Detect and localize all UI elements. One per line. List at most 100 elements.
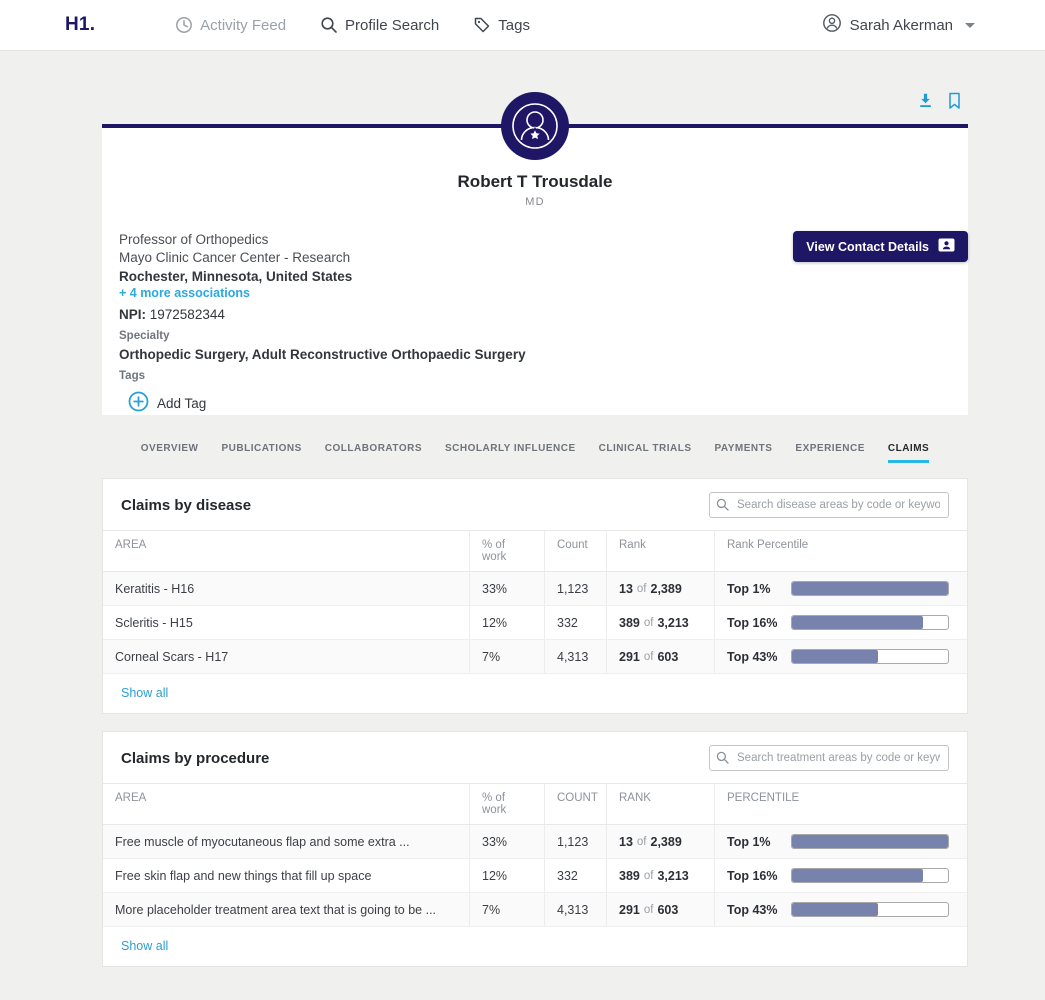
table-header: AREA % of work Count Rank Rank Percentil… xyxy=(103,530,967,572)
table-body: Free muscle of myocutaneous flap and som… xyxy=(103,825,967,927)
npi-value: 1972582344 xyxy=(149,307,225,323)
more-associations-link[interactable]: + 4 more associations xyxy=(119,286,250,301)
cell-count: 1,123 xyxy=(544,825,606,858)
col-percentile: Rank Percentile xyxy=(714,531,967,571)
top-nav: H1. Activity Feed Profile Search Tags Sa… xyxy=(0,0,1045,51)
tab-experience[interactable]: EXPERIENCE xyxy=(795,443,865,454)
col-count: COUNT xyxy=(544,784,606,824)
h1-logo[interactable]: H1. xyxy=(65,14,96,35)
table-row: Scleritis - H15 12% 332 389 of 3,213 Top 1… xyxy=(103,606,967,640)
profile-credentials: MD xyxy=(525,196,545,208)
percentile-bar xyxy=(791,649,949,664)
cell-area: Free muscle of myocutaneous flap and som… xyxy=(115,834,410,849)
cell-rank: 389 of 3,213 xyxy=(606,606,714,639)
profile-actions xyxy=(102,51,968,124)
cell-rank: 291 of 603 xyxy=(606,893,714,926)
tags-label: Tags xyxy=(119,370,145,383)
clock-icon xyxy=(175,16,193,34)
cell-pct: 12% xyxy=(469,606,544,639)
percentile-bar xyxy=(791,581,949,596)
cell-area: Keratitis - H16 xyxy=(115,581,195,596)
tab-publications[interactable]: PUBLICATIONS xyxy=(221,443,302,454)
procedure-search-input[interactable] xyxy=(709,745,949,771)
claims-by-disease-panel: Claims by disease AREA % of work Count R… xyxy=(102,478,968,714)
cell-percentile: Top 43% xyxy=(714,893,967,926)
cell-pct: 12% xyxy=(469,859,544,892)
col-pct: % of work xyxy=(469,531,544,571)
nav-item-activity-feed[interactable]: Activity Feed xyxy=(175,16,286,34)
view-contact-details-button[interactable]: View Contact Details xyxy=(793,231,968,262)
show-all-row: Show all xyxy=(103,927,967,966)
cell-percentile: Top 1% xyxy=(714,825,967,858)
user-circle-icon xyxy=(822,13,842,37)
contact-button-label: View Contact Details xyxy=(806,239,929,254)
profile-location: Rochester, Minnesota, United States xyxy=(119,269,353,285)
tab-clinical-trials[interactable]: CLINICAL TRIALS xyxy=(598,443,692,454)
tab-collaborators[interactable]: COLLABORATORS xyxy=(324,443,422,454)
col-rank: Rank xyxy=(606,531,714,571)
percentile-bar xyxy=(791,615,949,630)
cell-percentile: Top 1% xyxy=(714,572,967,605)
specialty-value: Orthopedic Surgery, Adult Reconstructive… xyxy=(119,347,526,363)
cell-rank: 291 of 603 xyxy=(606,640,714,673)
percentile-bar xyxy=(791,834,949,849)
table-row: Corneal Scars - H17 7% 4,313 291 of 603 To… xyxy=(103,640,967,674)
chevron-down-icon xyxy=(965,22,975,28)
tab-scholarly-influence[interactable]: SCHOLARLY INFLUENCE xyxy=(445,443,576,454)
cell-rank: 13 of 2,389 xyxy=(606,572,714,605)
cell-count: 4,313 xyxy=(544,640,606,673)
col-count: Count xyxy=(544,531,606,571)
profile-tabs: OVERVIEW PUBLICATIONS COLLABORATORS SCHO… xyxy=(102,443,968,463)
percentile-bar xyxy=(791,902,949,917)
nav-item-label: Profile Search xyxy=(345,16,440,34)
show-all-link[interactable]: Show all xyxy=(121,686,169,700)
tab-claims[interactable]: CLAIMS xyxy=(887,443,930,463)
nav-items: Activity Feed Profile Search Tags xyxy=(175,16,530,34)
avatar xyxy=(501,92,569,160)
table-body: Keratitis - H16 33% 1,123 13 of 2,389 Top … xyxy=(103,572,967,674)
nav-item-label: Activity Feed xyxy=(200,16,287,34)
table-row: Free muscle of myocutaneous flap and som… xyxy=(103,825,967,859)
panel-title: Claims by disease xyxy=(121,496,252,514)
bookmark-icon[interactable] xyxy=(947,92,962,115)
cell-area: Free skin flap and new things that fill … xyxy=(115,868,372,883)
add-tag-label: Add Tag xyxy=(157,395,207,411)
contact-card-icon xyxy=(938,237,955,256)
cell-count: 332 xyxy=(544,859,606,892)
table-row: Keratitis - H16 33% 1,123 13 of 2,389 Top … xyxy=(103,572,967,606)
profile-title: Professor of Orthopedics xyxy=(119,232,269,247)
col-pct: % of work xyxy=(469,784,544,824)
cell-area: Corneal Scars - H17 xyxy=(115,649,229,664)
cell-area: More placeholder treatment area text tha… xyxy=(115,902,437,917)
search-icon xyxy=(716,751,729,764)
show-all-row: Show all xyxy=(103,674,967,713)
cell-pct: 33% xyxy=(469,572,544,605)
circle-plus-icon xyxy=(128,391,149,415)
download-icon[interactable] xyxy=(917,92,934,115)
col-rank: RANK xyxy=(606,784,714,824)
user-menu[interactable]: Sarah Akerman xyxy=(822,13,975,37)
specialty-label: Specialty xyxy=(119,330,170,343)
nav-item-tags[interactable]: Tags xyxy=(473,16,530,34)
cell-count: 1,123 xyxy=(544,572,606,605)
table-row: Free skin flap and new things that fill … xyxy=(103,859,967,893)
tab-overview[interactable]: OVERVIEW xyxy=(140,443,199,454)
profile-name: Robert T Trousdale xyxy=(457,172,613,191)
cell-count: 332 xyxy=(544,606,606,639)
add-tag-button[interactable]: Add Tag xyxy=(128,391,948,415)
panel-title: Claims by procedure xyxy=(121,749,270,767)
table-header: AREA % of work COUNT RANK PERCENTILE xyxy=(103,783,967,825)
tab-payments[interactable]: PAYMENTS xyxy=(714,443,773,454)
table-row: More placeholder treatment area text tha… xyxy=(103,893,967,927)
col-area: AREA xyxy=(115,792,147,804)
cell-pct: 33% xyxy=(469,825,544,858)
search-icon xyxy=(320,16,338,34)
nav-item-profile-search[interactable]: Profile Search xyxy=(320,16,439,34)
cell-percentile: Top 43% xyxy=(714,640,967,673)
search-icon xyxy=(716,498,729,511)
claims-by-procedure-panel: Claims by procedure AREA % of work COUNT… xyxy=(102,731,968,967)
procedure-search xyxy=(709,745,949,771)
disease-search-input[interactable] xyxy=(709,492,949,518)
show-all-link[interactable]: Show all xyxy=(121,939,169,953)
profile-organization: Mayo Clinic Cancer Center - Research xyxy=(119,249,351,265)
